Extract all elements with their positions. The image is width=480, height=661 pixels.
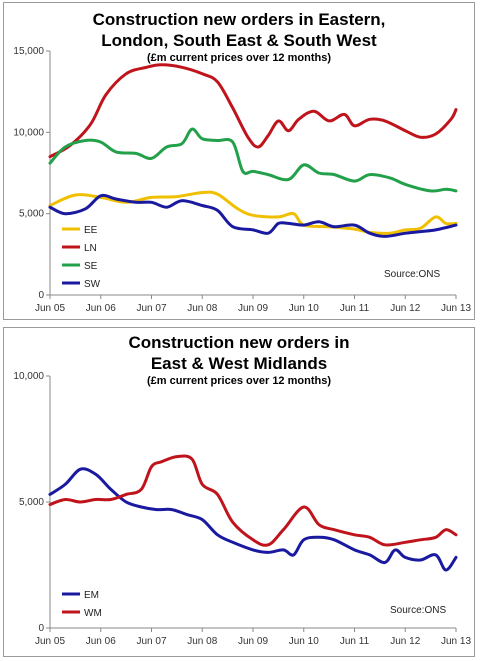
x-tick-label: Jun 09 bbox=[238, 303, 268, 314]
x-tick-label: Jun 07 bbox=[136, 303, 166, 314]
x-tick-label: Jun 06 bbox=[86, 303, 116, 314]
y-tick-label: 10,000 bbox=[13, 127, 44, 138]
series-line-ee bbox=[48, 190, 458, 235]
chart-1-subtitle: (£m current prices over 12 months) bbox=[146, 52, 331, 64]
x-tick-label: Jun 12 bbox=[390, 303, 420, 314]
x-tick-label: Jun 11 bbox=[340, 636, 370, 647]
legend-label-em: EM bbox=[84, 590, 99, 601]
x-tick-label: Jun 06 bbox=[86, 636, 116, 647]
x-tick-label: Jun 11 bbox=[340, 303, 370, 314]
x-tick-label: Jun 05 bbox=[35, 303, 65, 314]
series-line-se bbox=[48, 127, 458, 193]
y-tick-label: 0 bbox=[38, 623, 44, 634]
x-tick-label: Jun 13 bbox=[441, 636, 471, 647]
chart-2-title-line1: Construction new orders in bbox=[128, 333, 350, 352]
y-tick-label: 5,000 bbox=[19, 209, 44, 220]
series-line-ln bbox=[48, 63, 458, 159]
legend-label-ee: EE bbox=[84, 225, 98, 236]
x-tick-label: Jun 10 bbox=[289, 303, 319, 314]
chart-2-title: Construction new orders in East & West M… bbox=[4, 332, 474, 374]
y-tick-label: 10,000 bbox=[13, 371, 44, 382]
x-tick-label: Jun 10 bbox=[289, 636, 319, 647]
y-tick-label: 15,000 bbox=[13, 46, 44, 57]
x-tick-label: Jun 09 bbox=[238, 636, 268, 647]
series-line-wm bbox=[48, 454, 458, 547]
chart-1-title-line1: Construction new orders in Eastern, bbox=[92, 10, 386, 29]
chart-panel-1: Construction new orders in Eastern, Lond… bbox=[3, 2, 475, 320]
x-tick-label: Jun 07 bbox=[136, 636, 166, 647]
legend-label-se: SE bbox=[84, 261, 98, 272]
chart-1-title: Construction new orders in Eastern, Lond… bbox=[4, 9, 474, 51]
y-tick-label: 0 bbox=[38, 290, 44, 301]
chart-1-plot: 0 5,000 10,000 15,000 Jun 05 Jun 06 Jun 07 Jun … bbox=[13, 46, 471, 314]
x-tick-label: Jun 13 bbox=[441, 303, 471, 314]
legend-label-ln: LN bbox=[84, 243, 97, 254]
source-label: Source:ONS bbox=[390, 605, 446, 616]
series-line-sw bbox=[48, 193, 458, 238]
chart-2-title-line2: East & West Midlands bbox=[150, 354, 328, 373]
chart-2-subtitle: (£m current prices over 12 months) bbox=[146, 375, 331, 387]
x-tick-label: Jun 08 bbox=[187, 303, 217, 314]
source-label: Source:ONS bbox=[384, 269, 440, 280]
x-tick-label: Jun 08 bbox=[187, 636, 217, 647]
series-line-em bbox=[48, 467, 458, 572]
legend-label-wm: WM bbox=[84, 608, 102, 619]
chart-2-plot: 0 5,000 10,000 Jun 05 Jun 06 Jun 07 Jun 08 Jun … bbox=[13, 371, 471, 647]
y-tick-label: 5,000 bbox=[19, 497, 44, 508]
chart-panel-2: Construction new orders in East & West M… bbox=[3, 327, 475, 657]
chart-1-title-line2: London, South East & South West bbox=[101, 31, 377, 50]
x-tick-label: Jun 12 bbox=[390, 636, 420, 647]
legend-label-sw: SW bbox=[84, 279, 101, 290]
x-tick-label: Jun 05 bbox=[35, 636, 65, 647]
